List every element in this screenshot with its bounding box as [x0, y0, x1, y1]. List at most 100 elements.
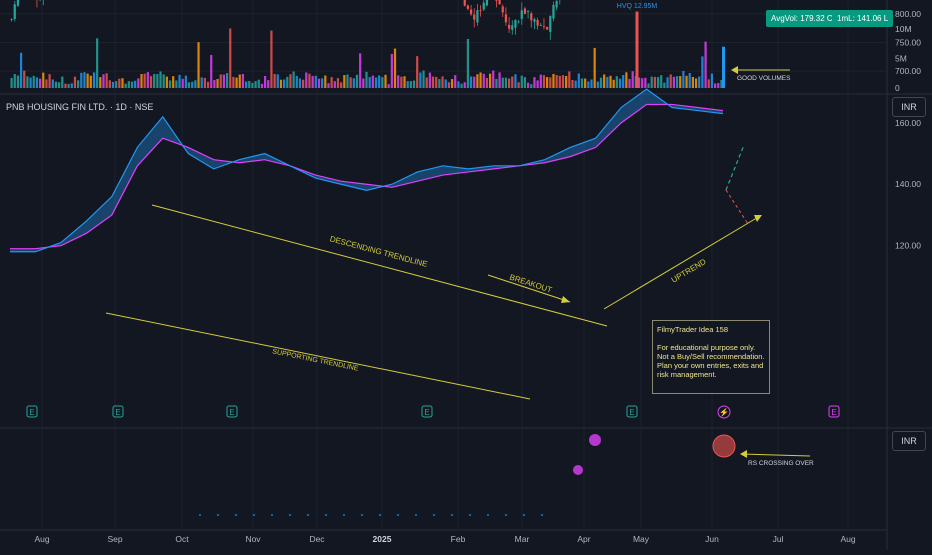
- earnings-marker: [26, 405, 38, 418]
- rs-dot: [397, 514, 399, 516]
- price-tick-label: 700.00: [895, 66, 921, 76]
- uptrend-arrowhead: [754, 215, 762, 222]
- candle-body: [511, 25, 514, 30]
- volume-bar: [67, 83, 70, 88]
- candle-body: [555, 0, 558, 8]
- volume-tick-label: 10M: [895, 24, 912, 34]
- volume-bar: [175, 80, 178, 88]
- volume-bar: [507, 78, 511, 88]
- volume-bar: [520, 75, 523, 88]
- volume-bar: [343, 75, 346, 88]
- volume-tick-label: 0: [895, 83, 900, 93]
- x-tick-label: Dec: [309, 534, 325, 544]
- candle-body: [495, 0, 498, 1]
- volume-bar: [580, 78, 584, 88]
- rs-dot: [199, 514, 201, 516]
- volume-bar: [321, 78, 324, 88]
- volume-bar: [374, 77, 378, 88]
- rs-crossing-arrowhead: [740, 450, 747, 458]
- rs-dot: [325, 514, 327, 516]
- candle-body: [466, 5, 470, 9]
- volume-bar: [644, 77, 647, 88]
- volume-bar: [498, 72, 501, 88]
- volume-bar: [273, 73, 276, 88]
- volume-bar: [387, 84, 390, 88]
- rs-dot: [217, 514, 219, 516]
- currency-button-main[interactable]: INR: [892, 97, 926, 117]
- volume-bar: [682, 71, 685, 88]
- volume-bar: [96, 38, 99, 88]
- volume-bar: [523, 77, 527, 88]
- volume-bar-latest: [722, 46, 725, 88]
- x-tick-label: Aug: [840, 534, 855, 544]
- volume-bar: [552, 73, 555, 88]
- volume-bar: [698, 76, 701, 88]
- volume-bar: [536, 80, 539, 88]
- earnings-marker-label: E: [115, 408, 120, 417]
- volume-bar: [533, 77, 536, 88]
- volume-bar: [720, 79, 723, 88]
- earnings-marker-label: E: [229, 408, 234, 417]
- candle-body: [498, 0, 501, 5]
- candle-body: [463, 0, 466, 6]
- rs-panel: RS CROSSING OVER: [10, 88, 814, 516]
- volume-bar: [641, 78, 644, 88]
- candle-body: [542, 25, 546, 27]
- rs-high-marker: [573, 465, 583, 475]
- volume-bar: [419, 72, 422, 88]
- volume-bar: [362, 78, 365, 88]
- volume-bar: [295, 75, 298, 88]
- volume-bar: [625, 72, 628, 88]
- volume-bar: [488, 73, 492, 88]
- volume-bar: [381, 77, 384, 88]
- candle-body: [13, 4, 16, 20]
- volume-bar: [35, 77, 39, 88]
- volume-bar: [368, 77, 371, 88]
- volume-bar: [267, 80, 270, 88]
- volume-bar: [16, 75, 20, 88]
- breakout-arrow: [487, 274, 571, 303]
- volume-bar: [577, 73, 580, 88]
- volume-bar: [466, 39, 470, 88]
- volume-bar: [707, 79, 710, 88]
- volume-bar: [260, 83, 264, 88]
- rs-dot: [307, 514, 309, 516]
- rs-crossover-highlight: [712, 434, 736, 458]
- volume-bar: [311, 75, 314, 88]
- descending-trendline: [151, 204, 608, 327]
- volume-bar: [438, 79, 441, 88]
- volume-tick-label: 5M: [895, 54, 907, 64]
- volume-bar: [397, 75, 400, 88]
- idea-note: FilmyTrader Idea 158 For educational pur…: [652, 320, 770, 394]
- rs-dot: [379, 514, 381, 516]
- price-tick-label: 750.00: [895, 37, 921, 47]
- volume-bar: [422, 70, 425, 88]
- volume-bar: [631, 71, 634, 88]
- rs-dot: [253, 514, 255, 516]
- rs-tick-label: 140.00: [895, 179, 921, 189]
- volume-bar: [431, 76, 435, 88]
- volume-bar: [73, 76, 77, 88]
- note-title: FilmyTrader Idea 158: [657, 325, 729, 334]
- volume-bar: [501, 77, 504, 88]
- breakout-arrowhead: [561, 296, 570, 303]
- volume-bar: [244, 81, 248, 88]
- volume-bar: [628, 78, 631, 88]
- volume-bar: [473, 76, 476, 88]
- volume-bar: [514, 74, 517, 88]
- volume-bar: [647, 83, 650, 88]
- volume-bar: [108, 80, 111, 88]
- volume-bar: [248, 80, 251, 88]
- currency-button-rs[interactable]: INR: [892, 431, 926, 451]
- volume-bar: [495, 78, 498, 88]
- volume-bar: [54, 81, 58, 88]
- x-tick-label: Apr: [577, 534, 590, 544]
- x-tick-label: 2025: [373, 534, 392, 544]
- volume-bar: [409, 81, 412, 88]
- volume-bar: [435, 76, 438, 88]
- volume-bar: [298, 78, 302, 88]
- volume-bar: [61, 76, 64, 88]
- rs-dot: [451, 514, 453, 516]
